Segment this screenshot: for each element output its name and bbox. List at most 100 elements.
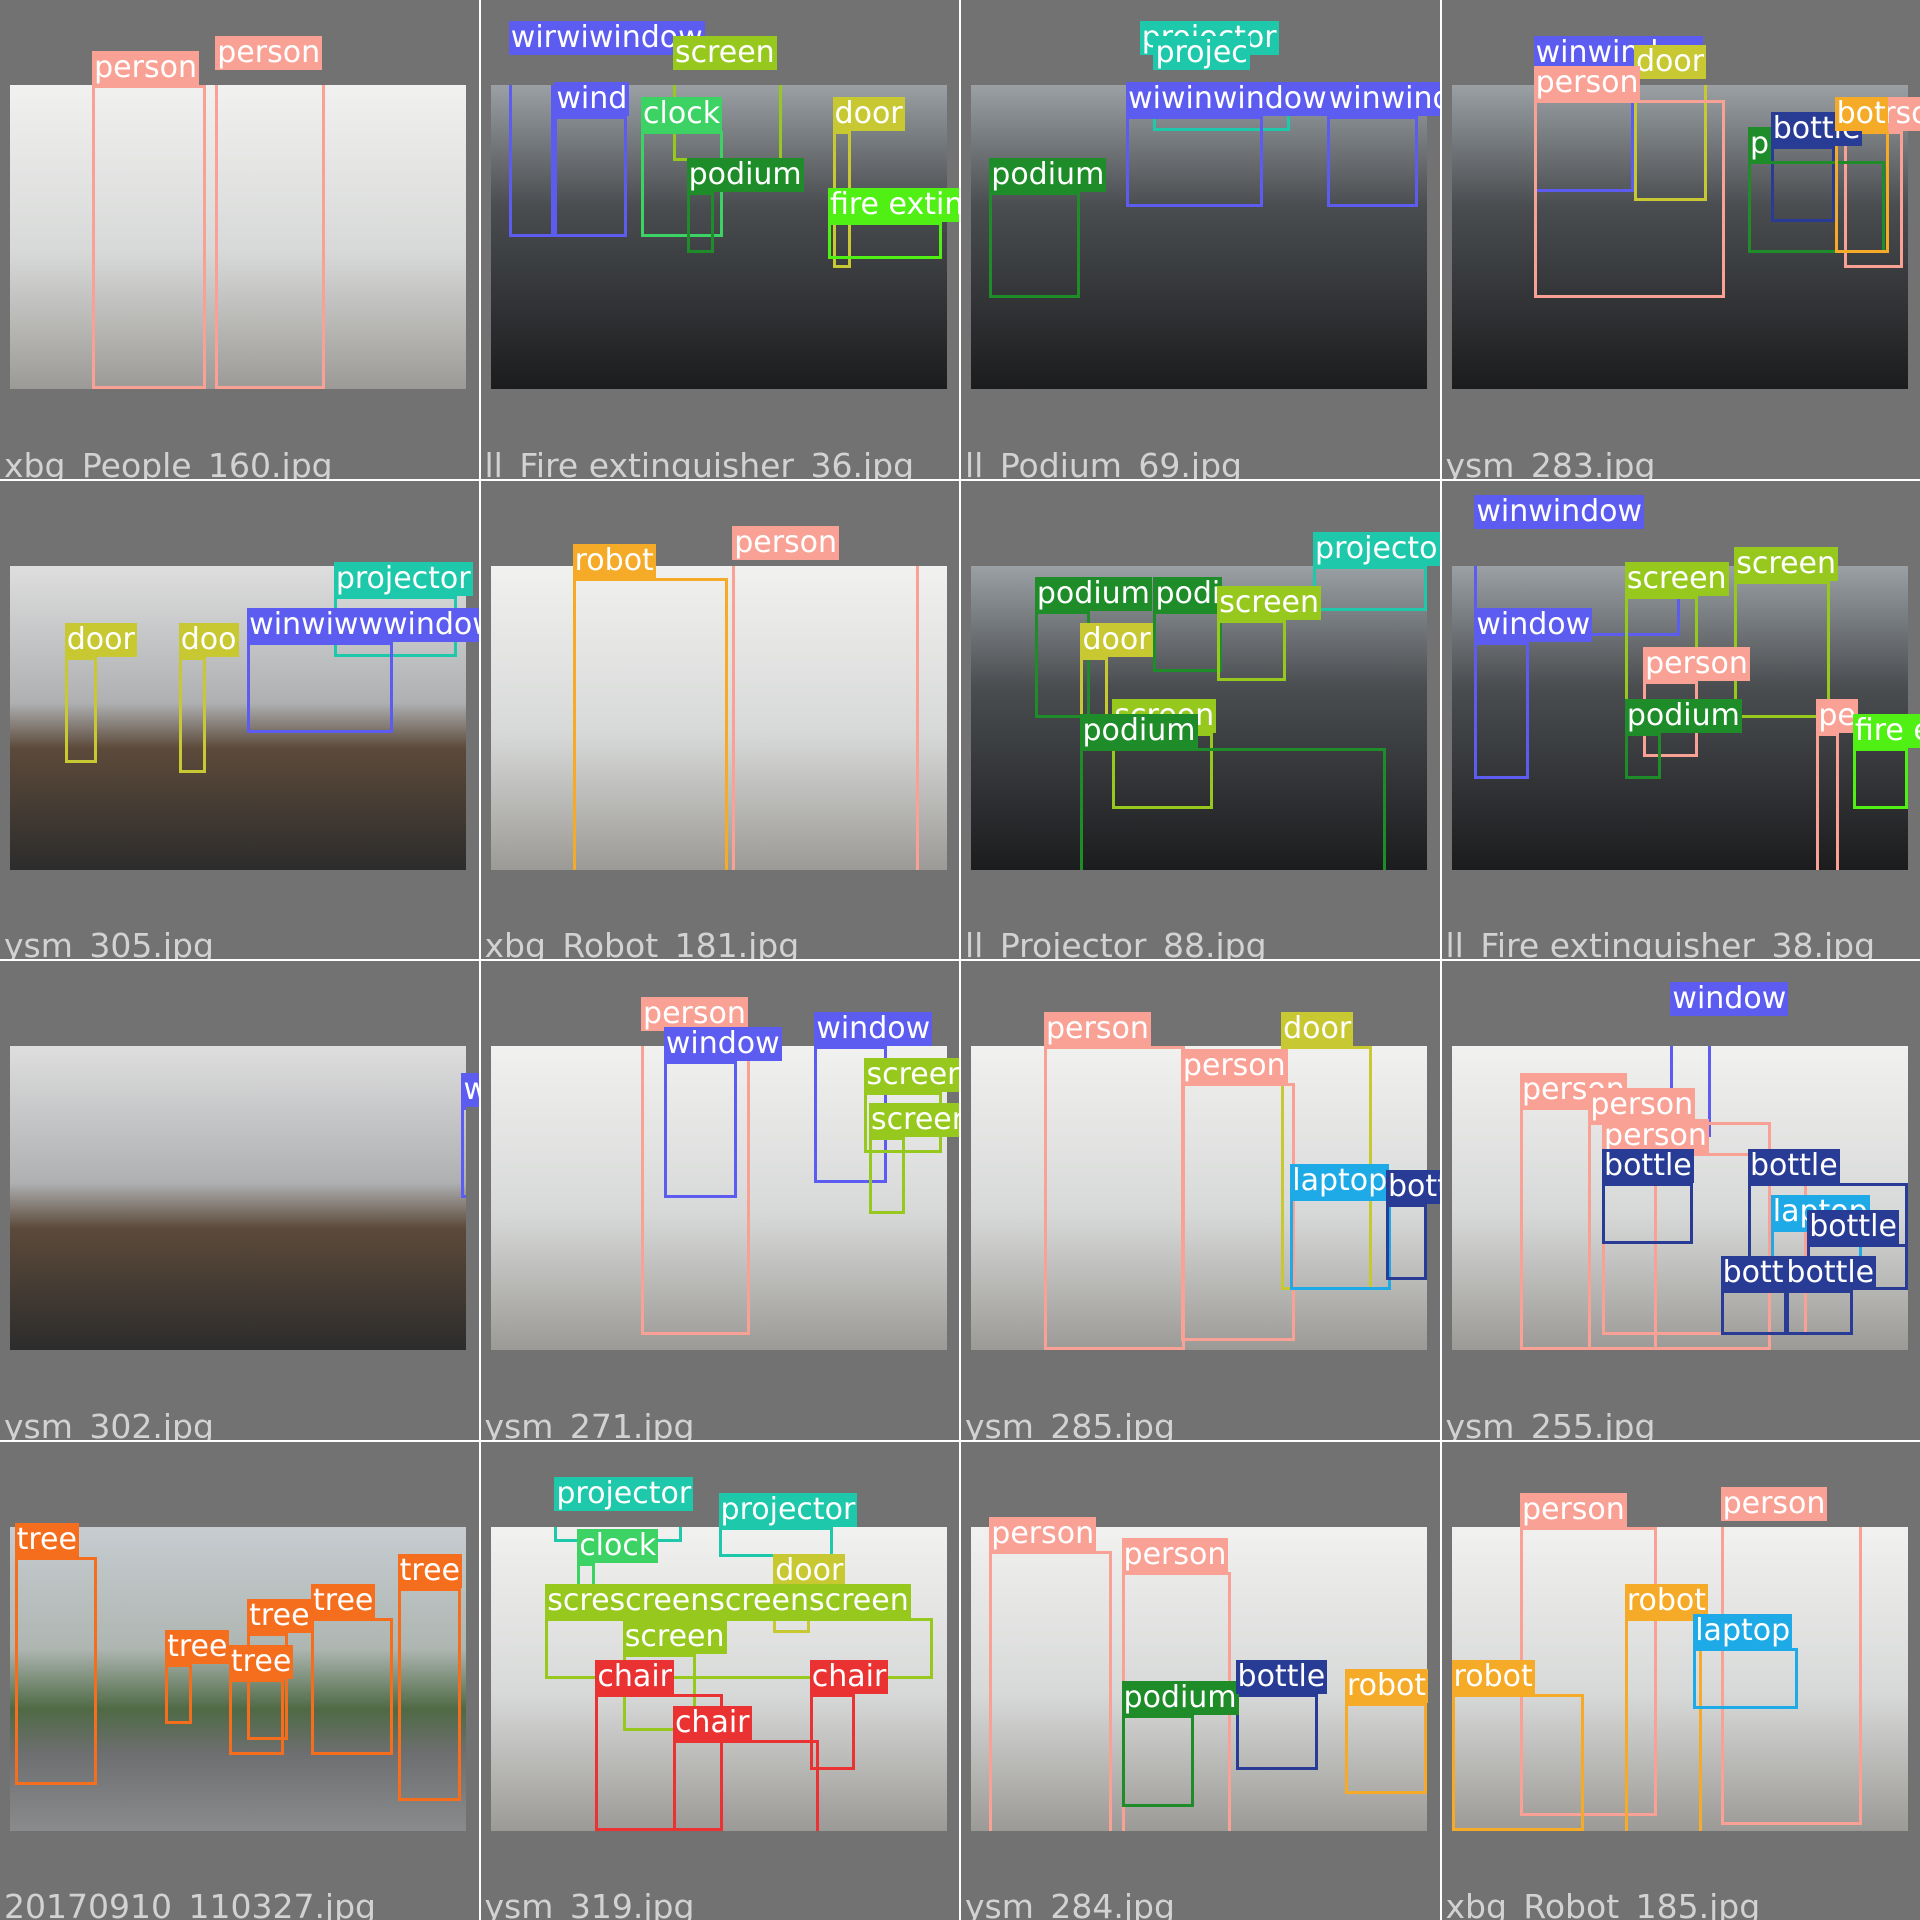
bbox-label-door: door — [832, 95, 905, 131]
bbox-tree — [247, 1633, 289, 1740]
bbox-label-chair: chair — [672, 1704, 752, 1740]
bbox-label-door: doo — [178, 621, 239, 657]
bbox-door — [64, 656, 97, 764]
bbox-label-bottle: bottle — [1747, 1148, 1840, 1184]
bbox-label-person: pe — [1816, 698, 1858, 734]
tile-filename: xbg_Robot_181.jpg — [484, 926, 800, 959]
photo-thumbnail — [10, 1046, 467, 1351]
bbox-label-window: wiwinwindow — [1126, 80, 1329, 116]
tile-filename: ysm_285.jpg — [965, 1406, 1175, 1440]
bbox-screen — [1217, 620, 1286, 682]
photo-thumbnail — [10, 1526, 467, 1831]
bbox-window — [508, 85, 555, 238]
bbox-label-window: window — [1670, 980, 1789, 1016]
bbox-label-person: person — [1643, 646, 1750, 682]
bbox-door — [1633, 85, 1707, 201]
tile-ysm-255-jpg: windowpersonpersonpersonbottlebottlelapt… — [1441, 961, 1920, 1440]
photo-thumbnail — [490, 565, 947, 870]
bbox-label-bottle: bottle — [1386, 1170, 1440, 1205]
bbox-window — [554, 115, 628, 238]
bbox-label-laptop: laptop — [1693, 1613, 1793, 1649]
bbox-tree — [14, 1557, 97, 1786]
tile-xbg-robot-185-jpg: person person robot laptop robot xbg_Robot_18… — [1441, 1441, 1920, 1920]
tile-ysm-302-jpg: window ysm_302.jpg — [0, 961, 479, 1440]
tile-ll-fire-extinguisher-38-jpg: winwindow screen screen window person podium p… — [1441, 480, 1920, 959]
bbox-label-screen: screen — [1624, 561, 1729, 597]
bbox-label-screen: screen — [622, 1619, 727, 1655]
bbox-label-projector: projec — [1153, 34, 1250, 70]
tile-ll-projector-88-jpg: projectorpodiumpodiscreendoorscreenpodiu… — [961, 480, 1440, 959]
bbox-label-window: window — [461, 1073, 479, 1108]
bbox-label-window: window — [663, 1026, 782, 1062]
bbox-laptop — [1693, 1648, 1799, 1710]
bbox-label-door: door — [1281, 1011, 1354, 1047]
bbox-bottle — [1784, 1289, 1853, 1336]
photo-thumbnail — [490, 1046, 947, 1351]
bbox-podium — [1034, 611, 1090, 718]
bbox-label-podium: podium — [1080, 713, 1198, 749]
bbox-chair — [672, 1739, 819, 1831]
bbox-label-podium: p — [1747, 126, 1771, 162]
bbox-window — [1326, 115, 1418, 207]
bbox-label-podium: podium — [1034, 576, 1152, 612]
bbox-label-robot: robot — [1451, 1659, 1535, 1695]
bbox-label-tree: tree — [165, 1628, 230, 1664]
bbox-label-window: winwiwwwindow — [247, 607, 479, 642]
bbox-label-person: person — [1180, 1047, 1288, 1083]
bbox-label-tree: tree — [14, 1522, 79, 1558]
photo-thumbnail — [10, 85, 467, 390]
bbox-label-window: wind — [554, 80, 630, 116]
photo-thumbnail — [971, 85, 1428, 390]
tile-filename: xbg_People_160.jpg — [4, 445, 333, 479]
tile-filename: ll_Podium_69.jpg — [965, 445, 1242, 479]
bbox-bottle — [1602, 1183, 1694, 1244]
tile-ll-podium-69-jpg: projectorprojecwiwinwindowwinwindowpodiu… — [961, 0, 1440, 479]
tile-ysm-271-jpg: personwindowwindowscreenscreenysm_271.jp… — [480, 961, 959, 1440]
bbox-label-fire-extinguisher: fire e — [1852, 714, 1920, 749]
bbox-label-tree: tree — [247, 1598, 312, 1634]
bbox-label-person: person — [1519, 1491, 1627, 1527]
bbox-label-clock: clock — [641, 95, 723, 131]
bbox-label-projector: projector — [333, 561, 473, 597]
bbox-label-tree: tree — [311, 1582, 376, 1618]
bbox-person — [641, 1046, 751, 1336]
tile-ysm-285-jpg: persondoorpersonlaptopbottleysm_285.jpg — [961, 961, 1440, 1440]
bbox-chair — [809, 1694, 856, 1771]
bbox-window — [1474, 641, 1530, 779]
bbox-label-person: person — [1121, 1537, 1229, 1573]
bbox-person — [92, 85, 207, 390]
bbox-label-screen: screen — [1217, 585, 1322, 621]
bbox-label-window: winwindow — [1326, 81, 1440, 116]
bbox-label-person: person — [1720, 1485, 1828, 1521]
bbox-label-podium: podium — [686, 156, 804, 192]
bbox-laptop — [1290, 1198, 1391, 1290]
bbox-person — [1720, 1526, 1862, 1825]
tile-filename: ysm_255.jpg — [1445, 1406, 1656, 1440]
bbox-podium — [1121, 1715, 1195, 1807]
bbox-robot — [572, 577, 728, 870]
bbox-robot — [1451, 1694, 1584, 1831]
bbox-label-podium: podi — [1153, 576, 1223, 612]
tile-filename: ysm_283.jpg — [1445, 445, 1656, 479]
bbox-fire-extinguisher — [1852, 748, 1908, 810]
bbox-label-tree: tree — [228, 1643, 294, 1679]
bbox-bottle — [1235, 1694, 1318, 1771]
tile-ysm-284-jpg: person person podium bottle robot ysm_284.jpg — [961, 1441, 1440, 1920]
bbox-label-podium: podium — [1624, 698, 1742, 734]
bbox-label-bottle: bottle — [1807, 1208, 1899, 1244]
bbox-person — [1533, 100, 1726, 299]
bbox-label-chair: chair — [809, 1659, 889, 1695]
bbox-person — [215, 85, 325, 390]
bbox-label-person: person — [732, 524, 840, 560]
bbox-label-door: door — [773, 1552, 846, 1588]
bbox-label-door: door — [1633, 44, 1707, 80]
bbox-robot — [1834, 130, 1890, 253]
bbox-label-person: person — [1533, 65, 1641, 101]
tile-ysm-283-jpg: winwindowdoorpersonpersobottlepbotysm_28… — [1441, 0, 1920, 479]
bbox-fire-extinguisher — [827, 222, 942, 259]
bbox-person — [732, 565, 920, 870]
bbox-label-tree: tree — [397, 1552, 463, 1588]
bbox-label-screen: screen — [1734, 545, 1838, 581]
bbox-label-door: door — [1080, 621, 1153, 657]
